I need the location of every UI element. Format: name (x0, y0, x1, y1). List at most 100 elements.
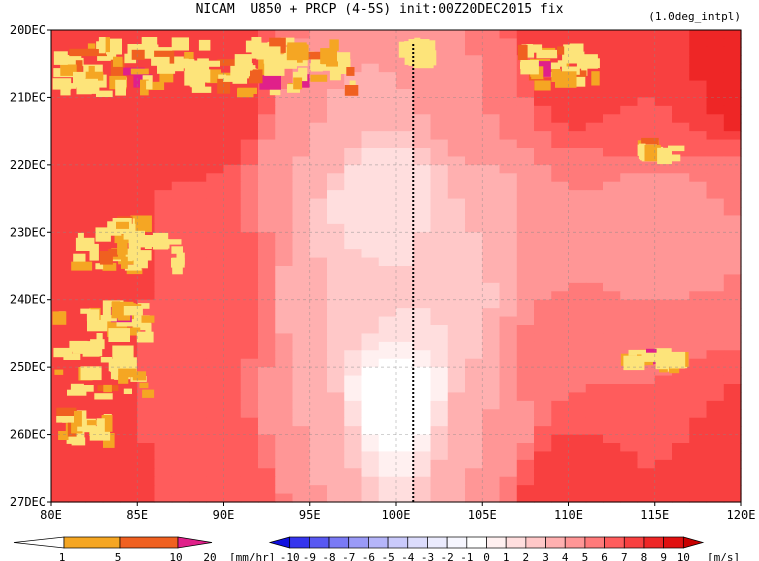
u850-cell (189, 215, 207, 225)
u850-cell (206, 417, 225, 427)
precip-cell (131, 49, 145, 60)
u850-cell (275, 257, 294, 267)
u850-cell (689, 299, 708, 309)
u850-cell (620, 341, 639, 351)
u850-cell (534, 392, 552, 402)
u850-cell (447, 384, 466, 394)
u850-cell (706, 476, 725, 486)
u850-cell (706, 485, 725, 495)
u850-cell (120, 434, 138, 444)
u850-cell (240, 114, 259, 124)
u850-cell (672, 493, 690, 503)
u850-cell (672, 190, 690, 200)
u850-cell (120, 190, 138, 200)
u850-cell (292, 249, 311, 259)
u850-cell (378, 215, 397, 225)
u850-cell (292, 325, 311, 335)
precip-cell (349, 80, 356, 87)
u850-cell (516, 223, 535, 233)
u850-cell (689, 190, 708, 200)
u850-cell (654, 451, 673, 461)
u850-cell (568, 232, 587, 242)
precip-cell (123, 388, 132, 394)
u850-cell (189, 122, 207, 132)
u850-cell (447, 316, 466, 326)
u850-cell (68, 207, 87, 217)
u850-cell (654, 190, 673, 200)
u850-cell (137, 367, 156, 377)
u850-cell (672, 325, 690, 335)
u850-cell (447, 215, 466, 225)
u850-cell (413, 223, 432, 233)
u850-cell (447, 97, 466, 107)
u850-cell (85, 333, 104, 343)
u850-cell (327, 232, 345, 242)
u850-cell (137, 148, 156, 158)
u850-cell (240, 105, 259, 115)
u850-cell (447, 476, 466, 486)
u850-cell (654, 493, 673, 503)
precip-cell (88, 65, 95, 83)
precip-cell (85, 78, 98, 94)
u850-cell (585, 97, 604, 107)
u850-cell (413, 240, 432, 250)
u850-cell (396, 443, 414, 453)
precip-cell (121, 256, 128, 269)
u850-cell (361, 55, 380, 65)
u850-cell (240, 282, 259, 292)
u850-cell (344, 476, 363, 486)
u850-cell (430, 164, 449, 174)
u850-cell (637, 468, 656, 478)
precip-cell (140, 79, 149, 96)
u850-cell (275, 215, 294, 225)
u850-cell (482, 350, 501, 360)
u850-cell (51, 493, 69, 503)
u850-cell (344, 308, 363, 318)
u850-cell (361, 223, 380, 233)
precip-cell (320, 48, 337, 64)
u850-cell (344, 400, 363, 410)
u850-cell (85, 173, 104, 183)
u850-cell (51, 97, 69, 107)
u850-cell (603, 240, 621, 250)
u850-colorbar-label: 6 (601, 551, 608, 561)
u850-colorbar-segment (387, 536, 409, 549)
u850-cell (499, 131, 518, 141)
u850-cell (568, 325, 587, 335)
u850-cell (258, 164, 276, 174)
u850-cell (620, 434, 639, 444)
u850-cell (292, 350, 311, 360)
precip-cell (139, 382, 149, 389)
u850-cell (413, 164, 432, 174)
u850-cell (309, 316, 328, 326)
u850-cell (551, 240, 570, 250)
u850-cell (189, 316, 207, 326)
u850-cell (689, 341, 708, 351)
u850-cell (171, 443, 190, 453)
u850-cell (551, 131, 570, 141)
u850-cell (465, 443, 483, 453)
u850-cell (327, 249, 345, 259)
u850-cell (620, 156, 639, 166)
u850-cell (189, 493, 207, 503)
u850-cell (413, 207, 432, 217)
u850-cell (68, 232, 87, 242)
u850-cell (654, 299, 673, 309)
u850-cell (396, 384, 414, 394)
precip-cell (96, 90, 113, 97)
u850-cell (723, 223, 742, 233)
u850-cell (189, 367, 207, 377)
u850-cell (275, 384, 294, 394)
u850-cell (706, 139, 725, 149)
u850-cell (672, 30, 690, 40)
u850-cell (499, 417, 518, 427)
u850-cell (137, 400, 156, 410)
u850-colorbar-segment (486, 536, 507, 549)
u850-cell (275, 350, 294, 360)
u850-cell (120, 72, 138, 82)
u850-cell (499, 249, 518, 259)
u850-cell (137, 139, 156, 149)
u850-cell (275, 173, 294, 183)
u850-cell (102, 114, 121, 124)
u850-cell (482, 80, 501, 90)
